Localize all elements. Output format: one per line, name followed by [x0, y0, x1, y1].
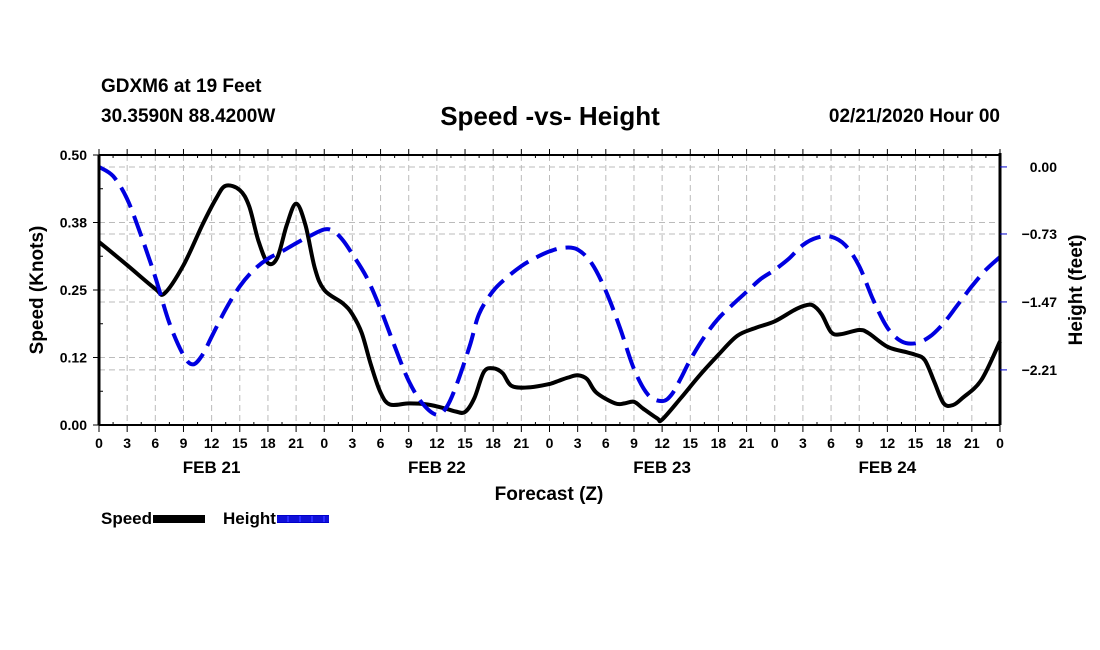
day-label: FEB 24	[859, 458, 917, 477]
x-tick-label: 0	[771, 435, 779, 451]
x-tick-label: 21	[514, 435, 530, 451]
x-tick-label: 9	[405, 435, 413, 451]
x-tick-label: 0	[546, 435, 554, 451]
day-label: FEB 21	[183, 458, 241, 477]
y2-axis-label: Height (feet)	[1066, 235, 1087, 346]
x-tick-label: 3	[123, 435, 131, 451]
x-tick-label: 15	[908, 435, 924, 451]
x-tick-label: 6	[827, 435, 835, 451]
x-tick-label: 3	[799, 435, 807, 451]
x-tick-label: 18	[485, 435, 501, 451]
y2-tick-label: 0.00	[1030, 159, 1057, 175]
x-tick-label: 3	[349, 435, 357, 451]
x-tick-label: 6	[602, 435, 610, 451]
x-tick-label: 12	[204, 435, 220, 451]
day-label: FEB 23	[633, 458, 691, 477]
y-tick-label: 0.00	[60, 417, 87, 433]
legend-label-speed: Speed	[101, 509, 153, 528]
x-tick-label: 15	[457, 435, 473, 451]
x-tick-label: 0	[95, 435, 103, 451]
grid-lines	[99, 155, 1000, 425]
y2-tick-label: −2.21	[1022, 362, 1058, 378]
chart-title: Speed -vs- Height	[0, 101, 1100, 132]
x-tick-label: 21	[288, 435, 304, 451]
station-name: GDXM6 at 19 Feet	[101, 76, 262, 97]
x-tick-label: 12	[654, 435, 670, 451]
axes: 0 3 6 9 12 15 18 21 0 3 6 9 12 15 18 21 0 3 6 9 12 15 18 21 0 3 6 9…	[60, 147, 1057, 477]
y-tick-label: 0.12	[60, 350, 87, 366]
x-tick-label: 18	[260, 435, 276, 451]
y2-tick-label: −0.73	[1022, 226, 1058, 242]
x-tick-label: 0	[996, 435, 1004, 451]
y-tick-label: 0.25	[60, 282, 87, 298]
legend-swatch-speed	[153, 515, 206, 523]
y-axis-label: Speed (Knots)	[27, 226, 48, 355]
data-series	[97, 165, 1002, 424]
chart-title-text: Speed -vs- Height	[440, 101, 660, 131]
x-tick-label: 18	[711, 435, 727, 451]
day-label: FEB 22	[408, 458, 466, 477]
x-tick-label: 6	[151, 435, 159, 451]
x-tick-label: 15	[232, 435, 248, 451]
x-tick-label: 9	[855, 435, 863, 451]
station-coordinates: 30.3590N 88.4200W	[101, 106, 276, 127]
x-tick-label: 6	[377, 435, 385, 451]
x-tick-label: 9	[180, 435, 188, 451]
legend-label-height: Height	[223, 509, 276, 528]
y2-tick-label: −1.47	[1022, 294, 1058, 310]
legend: Speed Height	[101, 509, 347, 529]
x-tick-label: 21	[739, 435, 755, 451]
series-line-height	[97, 165, 1002, 417]
x-tick-label: 15	[682, 435, 698, 451]
x-tick-label: 12	[429, 435, 445, 451]
legend-swatch-height	[276, 515, 329, 523]
y-tick-label: 0.38	[60, 215, 87, 231]
series-line-speed	[97, 183, 1002, 424]
x-tick-label: 21	[964, 435, 980, 451]
y-tick-label: 0.50	[60, 147, 87, 163]
x-tick-label: 12	[880, 435, 896, 451]
legend-item-speed: Speed	[101, 509, 206, 529]
forecast-run-time: 02/21/2020 Hour 00	[828, 106, 1000, 127]
x-tick-label: 0	[320, 435, 328, 451]
legend-item-height: Height	[223, 509, 329, 529]
x-axis-label: Forecast (Z)	[495, 484, 604, 505]
x-tick-label: 3	[574, 435, 582, 451]
x-tick-label: 18	[936, 435, 952, 451]
x-tick-label: 9	[630, 435, 638, 451]
